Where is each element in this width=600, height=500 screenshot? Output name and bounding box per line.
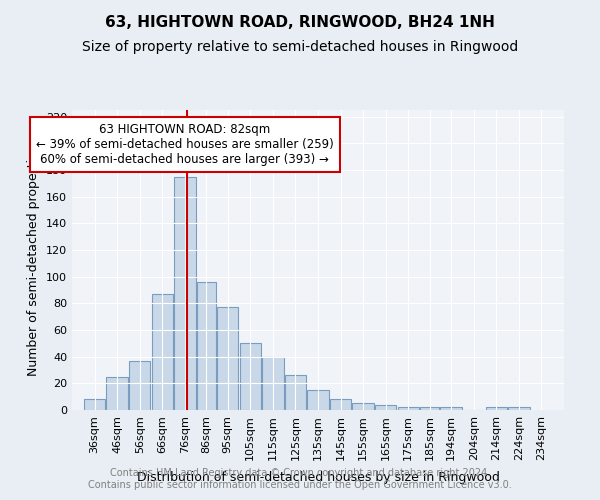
Bar (330, 400, 351, 410)
Y-axis label: Number of semi-detached properties: Number of semi-detached properties (28, 144, 40, 376)
Bar (174, 176, 196, 410)
Text: 63, HIGHTOWN ROAD, RINGWOOD, BH24 1NH: 63, HIGHTOWN ROAD, RINGWOOD, BH24 1NH (105, 15, 495, 30)
Bar (352, 404, 374, 410)
Bar (508, 408, 530, 410)
Bar (307, 390, 329, 410)
Bar (152, 294, 173, 410)
Bar (440, 408, 462, 410)
Bar (217, 308, 238, 410)
Bar (485, 408, 507, 410)
Bar (197, 282, 216, 410)
X-axis label: Distribution of semi-detached houses by size in Ringwood: Distribution of semi-detached houses by … (137, 471, 499, 484)
Bar (129, 360, 151, 410)
Bar (420, 408, 439, 410)
Text: Size of property relative to semi-detached houses in Ringwood: Size of property relative to semi-detach… (82, 40, 518, 54)
Text: 63 HIGHTOWN ROAD: 82sqm
← 39% of semi-detached houses are smaller (259)
60% of s: 63 HIGHTOWN ROAD: 82sqm ← 39% of semi-de… (36, 124, 334, 166)
Bar (262, 356, 284, 410)
Bar (106, 376, 128, 410)
Bar (375, 404, 397, 410)
Bar (239, 344, 261, 410)
Text: Contains HM Land Registry data © Crown copyright and database right 2024.
Contai: Contains HM Land Registry data © Crown c… (88, 468, 512, 490)
Bar (285, 376, 306, 410)
Bar (398, 408, 419, 410)
Bar (84, 400, 105, 410)
